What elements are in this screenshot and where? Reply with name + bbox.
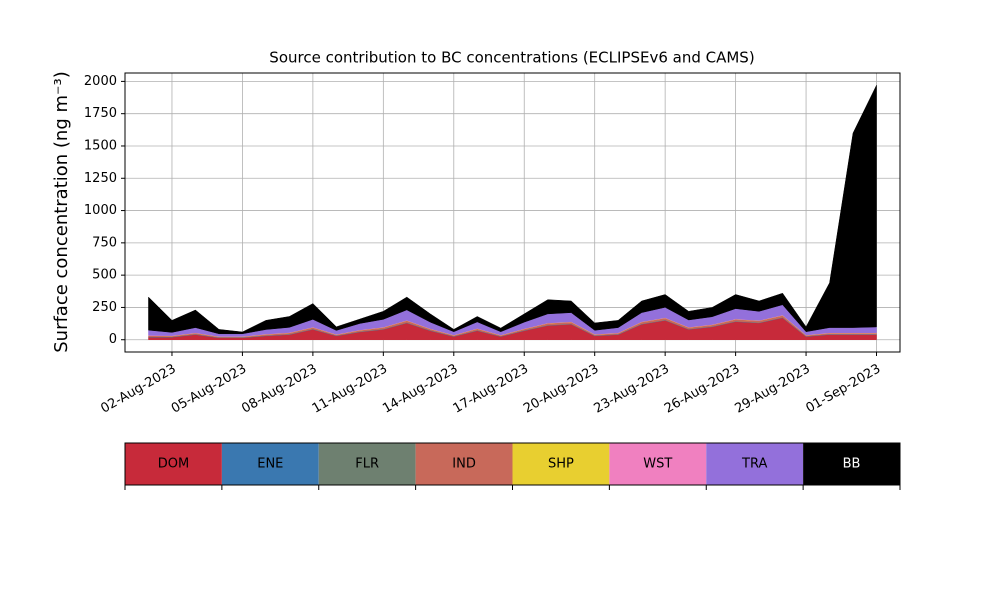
legend-swatch (512, 443, 610, 485)
y-tick-label: 1250 (84, 171, 117, 186)
y-tick-label: 1000 (84, 203, 117, 218)
legend-label: TRA (741, 457, 767, 472)
legend-label: SHP (548, 457, 574, 472)
x-tick-label: 01-Sep-2023 (803, 362, 883, 417)
legend-label: ENE (257, 457, 283, 472)
legend-label: FLR (355, 457, 379, 472)
x-tick-label: 08-Aug-2023 (239, 362, 319, 417)
legend-swatch (415, 443, 513, 485)
x-tick-label: 29-Aug-2023 (732, 362, 812, 417)
y-tick-label: 500 (92, 268, 117, 283)
x-tick-label: 17-Aug-2023 (451, 362, 531, 417)
x-tick-label: 26-Aug-2023 (662, 362, 742, 417)
area (148, 85, 877, 335)
y-tick-label: 0 (109, 332, 117, 347)
y-tick-label: 750 (92, 235, 117, 250)
legend-swatch (706, 443, 804, 485)
x-tick-label: 02-Aug-2023 (98, 362, 178, 417)
legend-swatch (125, 443, 222, 485)
x-tick-label: 14-Aug-2023 (380, 362, 460, 417)
x-tick-label: 20-Aug-2023 (521, 362, 601, 417)
legend-label: DOM (158, 457, 189, 472)
y-axis-label: Surface concentration (ng m⁻³) (51, 71, 72, 353)
y-tick-label: 1750 (84, 106, 117, 121)
legend-swatch (609, 443, 707, 485)
plot-frame (124, 72, 901, 353)
legend-label: WST (643, 457, 672, 472)
legend-label: BB (843, 457, 861, 472)
x-tick-label: 05-Aug-2023 (169, 362, 249, 417)
legend-frame (124, 442, 901, 486)
legend-swatch (221, 443, 319, 485)
y-tick-label: 2000 (84, 74, 117, 89)
legend-swatch (803, 443, 900, 485)
legend-label: IND (452, 457, 476, 472)
legend-swatch (318, 443, 416, 485)
chart-title: Source contribution to BC concentrations… (269, 49, 754, 67)
y-tick-label: 1500 (84, 138, 117, 153)
y-tick-label: 250 (92, 300, 117, 315)
x-tick-label: 11-Aug-2023 (310, 362, 390, 417)
x-tick-label: 23-Aug-2023 (592, 362, 672, 417)
